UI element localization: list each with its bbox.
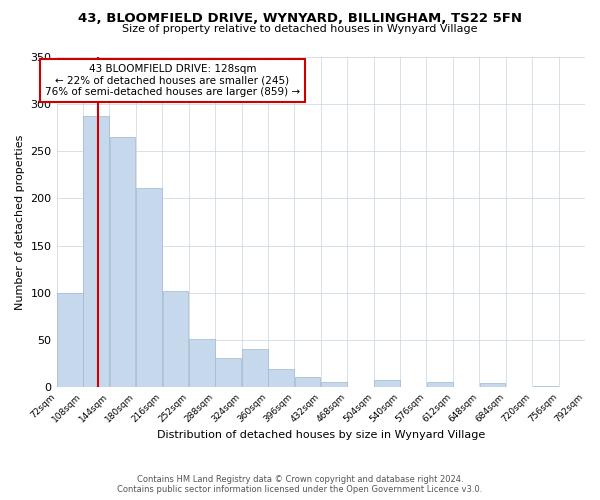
Y-axis label: Number of detached properties: Number of detached properties bbox=[15, 134, 25, 310]
X-axis label: Distribution of detached houses by size in Wynyard Village: Distribution of detached houses by size … bbox=[157, 430, 485, 440]
Bar bbox=[479, 383, 505, 388]
Text: 43, BLOOMFIELD DRIVE, WYNYARD, BILLINGHAM, TS22 5FN: 43, BLOOMFIELD DRIVE, WYNYARD, BILLINGHA… bbox=[78, 12, 522, 26]
Bar bbox=[215, 358, 241, 388]
Bar bbox=[83, 116, 109, 388]
Bar bbox=[533, 386, 558, 388]
Bar bbox=[136, 188, 162, 388]
Text: Size of property relative to detached houses in Wynyard Village: Size of property relative to detached ho… bbox=[122, 24, 478, 34]
Bar bbox=[374, 380, 400, 388]
Bar bbox=[321, 382, 347, 388]
Bar bbox=[163, 291, 188, 388]
Bar bbox=[110, 137, 136, 388]
Bar bbox=[427, 382, 452, 388]
Bar bbox=[189, 340, 215, 388]
Text: Contains HM Land Registry data © Crown copyright and database right 2024.
Contai: Contains HM Land Registry data © Crown c… bbox=[118, 474, 482, 494]
Bar bbox=[268, 368, 294, 388]
Bar bbox=[295, 377, 320, 388]
Bar bbox=[242, 348, 268, 388]
Bar bbox=[57, 293, 83, 388]
Text: 43 BLOOMFIELD DRIVE: 128sqm
← 22% of detached houses are smaller (245)
76% of se: 43 BLOOMFIELD DRIVE: 128sqm ← 22% of det… bbox=[45, 64, 300, 98]
